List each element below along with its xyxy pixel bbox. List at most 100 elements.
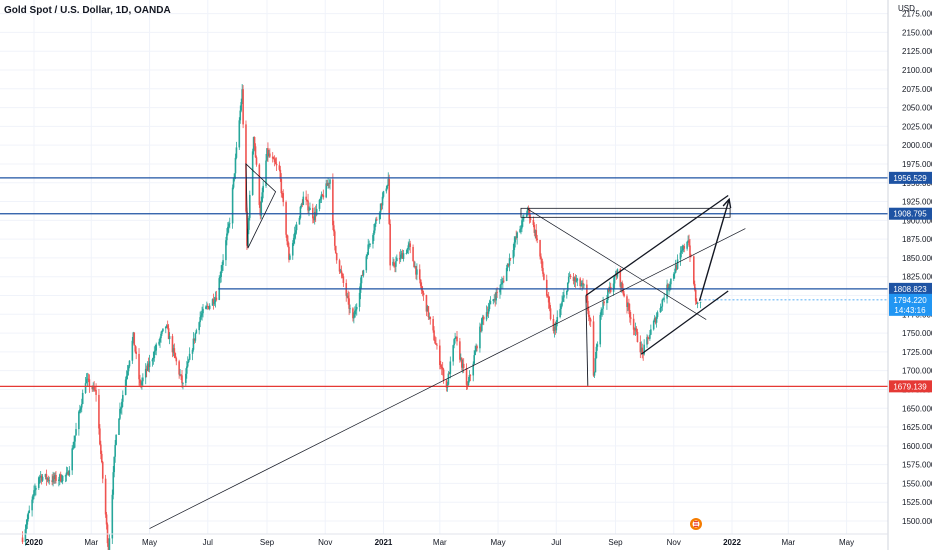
candle-body — [241, 89, 243, 103]
y-tick-label: 1900.000 — [902, 216, 932, 225]
channel-upper-line — [585, 194, 729, 297]
candle-body — [670, 278, 672, 285]
candle-body — [185, 366, 188, 374]
candle-body — [165, 325, 168, 327]
candle-body — [175, 358, 178, 362]
candle-body — [545, 279, 548, 296]
candle-body — [139, 379, 141, 383]
candle-body — [487, 309, 490, 314]
candle-body — [75, 429, 77, 436]
candle-body — [146, 363, 149, 371]
candle-body — [614, 275, 617, 277]
candle-body — [561, 301, 563, 306]
candle-body — [683, 246, 686, 249]
candle-body — [194, 333, 197, 341]
candle-body — [623, 293, 625, 297]
candle-body — [506, 263, 509, 269]
candle-body — [482, 316, 485, 320]
candle-body — [469, 375, 472, 376]
candle-body — [382, 191, 385, 197]
current-price-badge — [889, 293, 932, 316]
y-tick-label: 1575.000 — [902, 461, 932, 470]
candle-body — [275, 163, 278, 166]
candle-body — [100, 453, 103, 463]
candle-body — [532, 219, 535, 226]
candle-body — [294, 230, 297, 233]
candle-body — [112, 472, 115, 495]
candle-body — [358, 292, 361, 307]
candle-body — [52, 476, 54, 483]
candle-body — [629, 317, 632, 319]
candle-body — [242, 89, 244, 125]
candle-body — [566, 290, 568, 295]
candle-body — [381, 196, 384, 206]
candle-body — [396, 258, 398, 262]
candle-body — [212, 299, 215, 304]
candle-body — [582, 282, 584, 285]
candle-body — [340, 270, 343, 274]
candle-body — [227, 226, 229, 234]
candle-body — [252, 137, 255, 152]
candle-body — [441, 368, 444, 370]
candle-body — [434, 340, 436, 344]
y-tick-label: 1875.000 — [902, 235, 932, 244]
candle-body — [259, 204, 262, 216]
candle-body — [555, 322, 558, 331]
candle-body — [427, 306, 430, 317]
candle-body — [318, 199, 321, 209]
candle-body — [613, 275, 616, 284]
candle-body — [367, 244, 369, 255]
candle-body — [426, 306, 429, 312]
candle-body — [60, 481, 63, 482]
candle-body — [602, 301, 604, 309]
candle-body — [172, 348, 175, 353]
candle-body — [355, 306, 358, 310]
candle-body — [222, 260, 224, 265]
candle-body — [125, 375, 128, 380]
candle-body — [45, 474, 48, 480]
candle-body — [111, 494, 114, 539]
candle-body — [372, 235, 374, 244]
candle-body — [33, 490, 35, 495]
candle-body — [213, 302, 216, 304]
candle-body — [126, 371, 129, 376]
candle-body — [587, 310, 590, 317]
candle-body — [26, 519, 29, 525]
candle-body — [456, 336, 458, 342]
candle-body — [79, 409, 81, 412]
candle-body — [455, 336, 457, 339]
flag-icon[interactable] — [690, 518, 702, 530]
candle-body — [228, 223, 231, 225]
candle-body — [32, 494, 34, 500]
candle-body — [507, 263, 510, 266]
candle-body — [199, 317, 201, 323]
candle-body — [320, 194, 323, 200]
candle-body — [309, 207, 311, 211]
candle-body — [100, 444, 102, 454]
candle-body — [505, 268, 508, 281]
candle-body — [113, 456, 116, 473]
x-tick-label: Jul — [551, 538, 561, 547]
candle-body — [261, 192, 264, 202]
y-tick-label: 2175.000 — [902, 10, 932, 19]
y-tick-label: 2050.000 — [902, 104, 932, 113]
candle-body — [447, 373, 450, 385]
candle-body — [633, 329, 636, 331]
candle-body — [489, 301, 492, 305]
candle-body — [193, 338, 196, 341]
candle-body — [327, 183, 329, 186]
candle-body — [647, 337, 649, 338]
candle-body — [134, 345, 137, 352]
candle-body — [308, 210, 310, 211]
candle-body — [299, 206, 302, 218]
candle-body — [496, 291, 498, 293]
candle-body — [428, 316, 431, 318]
candle-body — [155, 344, 158, 351]
candle-body — [475, 346, 477, 352]
candle-body — [215, 297, 218, 300]
candle-body — [188, 353, 191, 360]
candle-body — [153, 351, 156, 359]
candle-body — [64, 475, 67, 477]
candle-body — [628, 303, 630, 310]
